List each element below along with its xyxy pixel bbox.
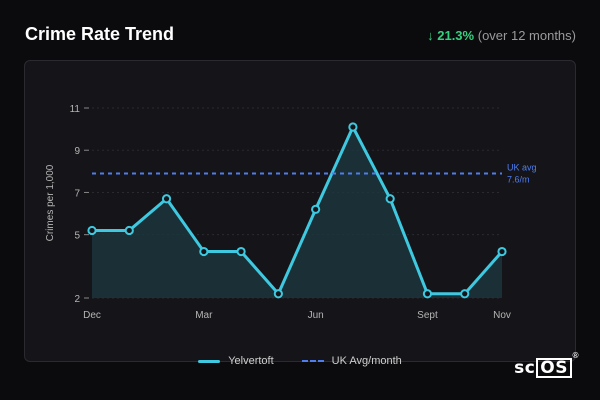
- data-point: [87, 225, 97, 236]
- data-point: [497, 246, 507, 257]
- data-point: [124, 225, 134, 236]
- legend-item-series[interactable]: Yelvertoft: [198, 355, 274, 367]
- change-percent: 21.3%: [437, 28, 475, 43]
- data-point: [348, 122, 358, 132]
- legend-label-series: Yelvertoft: [228, 355, 274, 367]
- chart-card: 2 5 7 9 11 Crimes per 1,000 Dec Mar Jun Sept Nov UK…: [24, 60, 576, 362]
- logo-registered: ®: [571, 351, 580, 360]
- line-chart: 2 5 7 9 11 Crimes per 1,000 Dec Mar Jun Sept Nov UK…: [45, 104, 537, 321]
- data-point: [311, 204, 321, 214]
- data-point: [273, 289, 283, 299]
- data-point: [236, 246, 246, 257]
- data-point: [199, 246, 209, 257]
- down-arrow-icon: ↓: [427, 28, 434, 43]
- y-axis-label: Crimes per 1,000: [45, 164, 56, 241]
- logo-os-box: OS: [536, 358, 572, 378]
- change-summary: ↓ 21.3% (over 12 months): [427, 28, 576, 43]
- x-tick-label: Jun: [308, 310, 324, 321]
- y-tick-label: 2: [74, 294, 80, 305]
- x-tick-label: Nov: [493, 310, 511, 321]
- y-tick-label: 7: [74, 188, 80, 199]
- chart-legend: Yelvertoft UK Avg/month: [0, 355, 600, 367]
- logo-text: sc: [514, 358, 536, 378]
- x-tick-label: Dec: [83, 310, 101, 321]
- chart-title: Crime Rate Trend: [25, 24, 175, 44]
- data-point: [385, 194, 395, 204]
- x-tick-label: Sept: [417, 310, 438, 321]
- uk-avg-label: UK avg: [507, 162, 537, 172]
- legend-label-avg: UK Avg/month: [331, 355, 402, 367]
- legend-swatch-avg: [301, 360, 324, 362]
- y-tick-label: 5: [74, 231, 80, 242]
- uk-avg-value-label: 7.6/m: [507, 174, 530, 184]
- y-tick-label: 11: [70, 104, 81, 115]
- data-point: [422, 289, 433, 299]
- scos-logo: sc OS ®: [514, 351, 580, 378]
- series-area: [92, 127, 502, 298]
- data-point: [460, 289, 470, 299]
- legend-item-avg[interactable]: UK Avg/month: [301, 355, 402, 367]
- series-line: [92, 125, 504, 296]
- x-tick-label: Mar: [195, 310, 213, 321]
- y-tick-label: 9: [74, 146, 80, 157]
- legend-swatch-series: [198, 359, 221, 363]
- data-point: [161, 194, 172, 204]
- change-period: (over 12 months): [477, 28, 576, 43]
